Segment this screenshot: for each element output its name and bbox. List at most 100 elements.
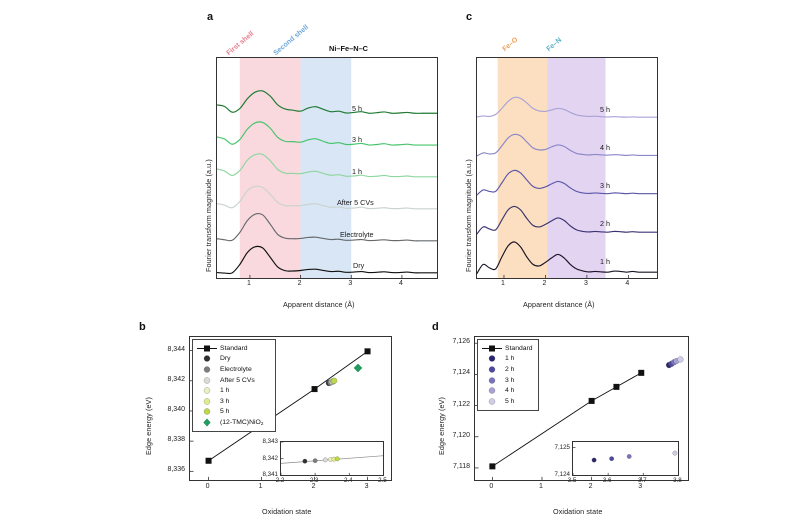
- panel-b-legend-marker: [196, 407, 218, 416]
- panel-d-inset-xtick: 3.8: [673, 477, 682, 485]
- panel-b-inset-xtick: 2.5: [378, 477, 387, 485]
- panel-d-legend-label: 1 h: [505, 355, 515, 363]
- panel-b-legend-label: Electrolyte: [220, 365, 252, 373]
- panel-b-legend-label: Standard: [220, 344, 248, 352]
- panel-d-legend-marker: [481, 397, 503, 406]
- panel-d-xtick: 0: [489, 483, 494, 491]
- panel-b-ytick: 8,344: [167, 345, 185, 353]
- panel-b-inset-ytick: 8,343: [262, 438, 278, 445]
- panel-d-ytick: 7,118: [453, 462, 470, 470]
- panel-d-legend-row[interactable]: 4 h: [481, 385, 533, 396]
- panel-d-ytick: 7,120: [452, 431, 470, 439]
- panel-b-legend-label: After 5 CVs: [220, 376, 255, 384]
- panel-b-ytick: 8,342: [167, 375, 185, 383]
- panel-b-legend-row[interactable]: 3 h: [196, 396, 270, 407]
- panel-d-ytick: 7,124: [452, 369, 470, 377]
- panel-d-legend-label: Standard: [505, 344, 533, 352]
- panel-d-legend: Standard 1 h 2 h 3 h 4 h 5 h: [477, 339, 539, 411]
- panel-c-curve-label: 3 h: [600, 181, 610, 191]
- panel-b-xtick: 2: [311, 483, 316, 491]
- panel-c-xlabel: Apparent distance (Å): [523, 300, 595, 309]
- panel-d-legend-marker: [481, 386, 503, 395]
- panel-d-inset-xtick: 3.7: [637, 477, 647, 485]
- panel-b-inset-xtick: 2.4: [343, 477, 353, 485]
- panel-b-inset-xtick: 2.2: [275, 477, 285, 485]
- panel-a-xlabel: Apparent distance (Å): [283, 300, 355, 309]
- panel-b-legend-row[interactable]: Standard: [196, 343, 270, 354]
- panel-d-legend-row[interactable]: 3 h: [481, 375, 533, 386]
- panel-a-letter: a: [207, 11, 214, 23]
- panel-a: a First shell Second shell Ni–Fe–N–C Fou…: [0, 0, 440, 320]
- panel-b-legend: Standard Dry Electrolyte After 5 CVs 1 h 3 h 5…: [192, 339, 276, 432]
- panel-b-legend-marker: [196, 354, 218, 363]
- panel-d-ytick: 7,122: [452, 400, 470, 408]
- panel-b-legend-row[interactable]: (12-TMC)NiO2: [196, 417, 270, 428]
- panel-b-legend-row[interactable]: Electrolyte: [196, 364, 270, 375]
- panel-b-xtick: 1: [258, 483, 263, 491]
- panel-a-curve-label: Electrolyte: [340, 229, 374, 239]
- panel-b-legend-label: Dry: [220, 355, 231, 363]
- panel-a-curve-label: 3 h: [352, 135, 362, 145]
- panel-a-curve-label: After 5 CVs: [337, 198, 374, 208]
- panel-d-legend-row[interactable]: 5 h: [481, 396, 533, 407]
- panel-d-xlabel: Oxidation state: [553, 507, 603, 516]
- panel-d-legend-marker: [481, 376, 503, 385]
- panel-b-legend-marker: [196, 418, 218, 427]
- panel-d-inset-ytick: 7,125: [554, 443, 570, 451]
- panel-c-xtick: 4: [625, 280, 630, 288]
- panel-d-legend-marker: [481, 344, 503, 353]
- panel-a-xtick: 3: [348, 280, 353, 288]
- panel-c-curve-label: 4 h: [600, 143, 610, 153]
- panel-b-legend-marker: [196, 386, 218, 395]
- panel-d-legend-row[interactable]: Standard: [481, 343, 533, 354]
- panel-c-xtick: 3: [583, 280, 588, 288]
- panel-a-xtick: 4: [398, 280, 403, 288]
- panel-b-legend-row[interactable]: 1 h: [196, 385, 270, 396]
- panel-b-xtick: 3: [364, 483, 369, 491]
- panel-b-legend-marker: [196, 397, 218, 406]
- panel-a-xtick: 2: [297, 280, 302, 288]
- panel-b-legend-marker: [196, 376, 218, 385]
- panel-b-legend-row[interactable]: 5 h: [196, 407, 270, 418]
- panel-b-legend-row[interactable]: Dry: [196, 354, 270, 365]
- panel-d-inset-xtick: 3.5: [567, 477, 577, 485]
- panel-d-ytick: 7,126: [452, 338, 470, 346]
- panel-d-xtick: 1: [539, 483, 543, 491]
- panel-c-plot: [476, 57, 658, 279]
- panel-d-legend-row[interactable]: 2 h: [481, 364, 533, 375]
- panel-b-letter: b: [139, 321, 146, 333]
- panel-b-inset-ytick: 8,341: [262, 471, 278, 479]
- panel-a-curve-label: Dry: [353, 261, 365, 271]
- panel-d-legend-marker: [481, 365, 503, 374]
- panel-d-legend-label: 5 h: [505, 397, 515, 405]
- panel-b-inset: [280, 441, 384, 476]
- panel-d-inset-xtick: 3.6: [602, 477, 612, 485]
- panel-d-inset: [572, 441, 679, 476]
- panel-b-xtick: 0: [205, 483, 210, 491]
- panel-c-curve-label: 1 h: [600, 257, 610, 267]
- panel-b-ytick: 8,336: [167, 466, 185, 474]
- panel-b-inset-xtick: 2.3: [309, 477, 319, 485]
- panel-b-legend-marker: [196, 344, 218, 353]
- panel-b-inset-ytick: 8,342: [262, 454, 278, 462]
- panel-d-legend-label: 4 h: [505, 387, 515, 395]
- panel-d-xtick: 2: [588, 483, 593, 491]
- panel-a-curve-label: 1 h: [352, 166, 362, 176]
- panel-a-curve-label: 5 h: [352, 103, 362, 113]
- panel-b-xlabel: Oxidation state: [262, 507, 312, 516]
- panel-b-legend-row[interactable]: After 5 CVs: [196, 375, 270, 386]
- panel-b-legend-marker: [196, 365, 218, 374]
- panel-b-legend-label: 1 h: [220, 387, 230, 395]
- panel-b-legend-label: 3 h: [220, 397, 230, 405]
- panel-b-legend-label: 5 h: [220, 408, 230, 416]
- panel-d-legend-row[interactable]: 1 h: [481, 354, 533, 365]
- panel-b-legend-label: (12-TMC)NiO2: [220, 418, 264, 428]
- panel-c-xtick: 2: [542, 280, 547, 288]
- panel-c-letter: c: [466, 11, 473, 23]
- panel-b-ytick: 8,338: [167, 436, 185, 444]
- panel-d-legend-label: 2 h: [505, 365, 515, 373]
- panel-c-xtick: 1: [501, 280, 505, 288]
- panel-d-letter: d: [432, 321, 439, 333]
